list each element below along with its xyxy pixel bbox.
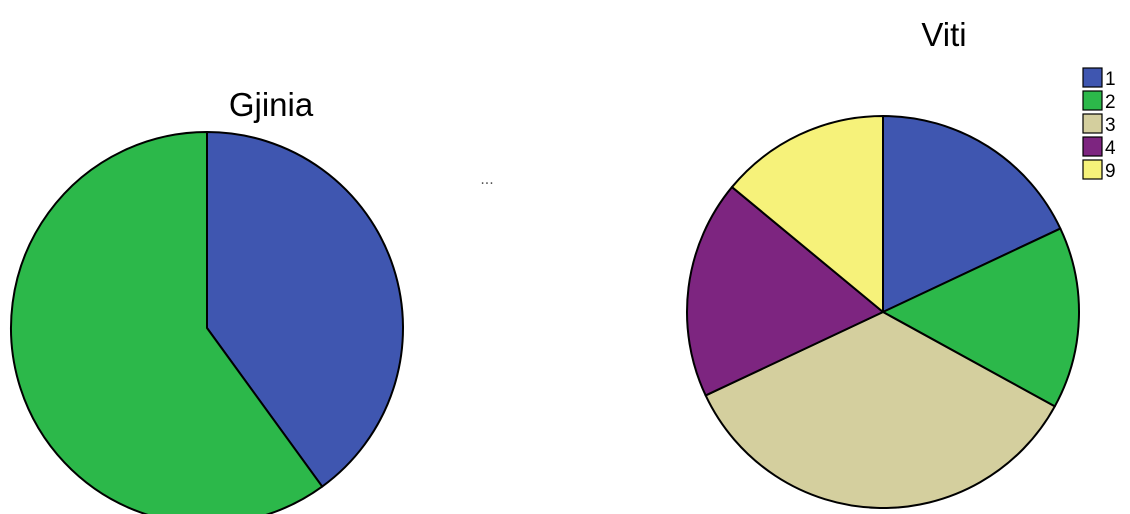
viti-legend-label-3: 3 — [1105, 115, 1116, 136]
viti-legend-label-4: 4 — [1105, 138, 1116, 159]
viti-legend-swatch-3 — [1083, 114, 1102, 133]
viti-legend-swatch-9 — [1083, 160, 1102, 179]
viti-legend-label-9: 9 — [1105, 161, 1116, 182]
chart-gjinia: Gjinia — [11, 86, 403, 514]
pie-slices-viti — [687, 116, 1079, 508]
pie-slices-gjinia — [11, 132, 403, 514]
viti-legend-swatch-2 — [1083, 91, 1102, 110]
chart-title-viti: Viti — [921, 16, 966, 53]
chart-title-gjinia: Gjinia — [229, 86, 314, 123]
viti-legend-swatch-1 — [1083, 68, 1102, 87]
viti-legend-label-1: 1 — [1105, 69, 1116, 90]
viti-legend-label-2: 2 — [1105, 92, 1116, 113]
viti-legend-swatch-4 — [1083, 137, 1102, 156]
separator-ellipsis: ... — [480, 172, 493, 188]
